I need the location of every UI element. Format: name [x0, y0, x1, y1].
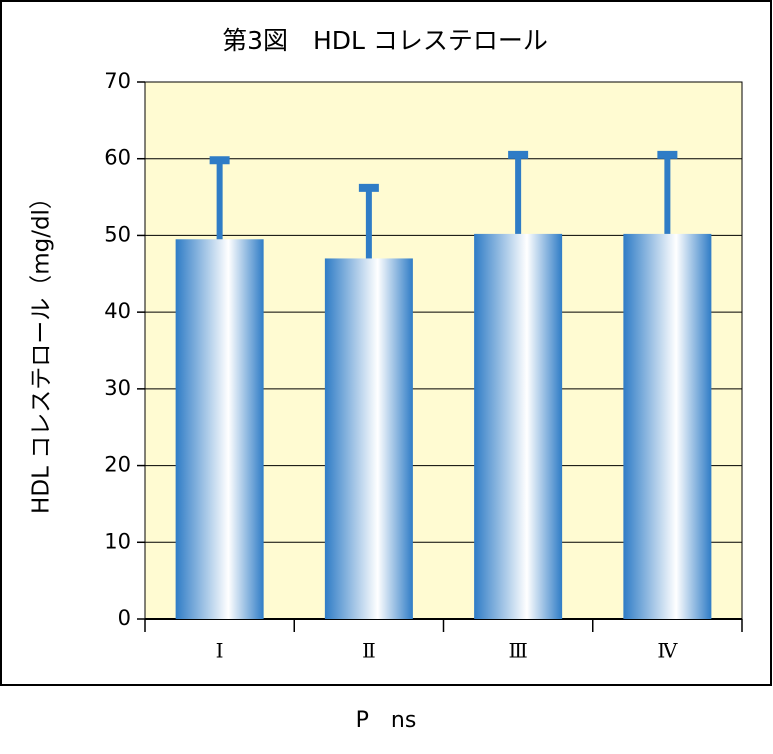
error-cap: [209, 156, 230, 165]
y-tick-label: 20: [104, 453, 131, 477]
x-tick-label: Ⅱ: [362, 639, 376, 663]
error-bar: [216, 160, 223, 240]
error-cap: [508, 150, 529, 159]
error-bar: [515, 154, 522, 234]
bar: [324, 258, 413, 619]
y-tick-label: 30: [104, 376, 131, 400]
error-cap: [657, 150, 678, 159]
y-tick-label: 10: [104, 529, 131, 553]
y-tick-label: 40: [104, 299, 131, 323]
note: P ns: [356, 708, 417, 733]
y-tick-label: 50: [104, 222, 131, 246]
frame: [0, 0, 772, 686]
x-tick-label: Ⅲ: [508, 639, 527, 663]
y-tick-label: 60: [104, 146, 131, 170]
error-cap: [358, 183, 379, 192]
y-tick-label: 0: [118, 606, 131, 630]
error-bar: [365, 187, 372, 259]
x-tick-label: Ⅰ: [216, 639, 224, 663]
x-tick-label: Ⅳ: [657, 639, 678, 663]
chart-title: 第3図 HDL コレステロール: [222, 26, 548, 55]
bar: [175, 239, 264, 619]
error-bar: [664, 154, 671, 234]
bar: [474, 233, 563, 619]
y-tick-label: 70: [104, 69, 131, 93]
bar: [623, 233, 712, 619]
y-axis-label: HDL コレステロール（mg/dl）: [29, 186, 55, 514]
